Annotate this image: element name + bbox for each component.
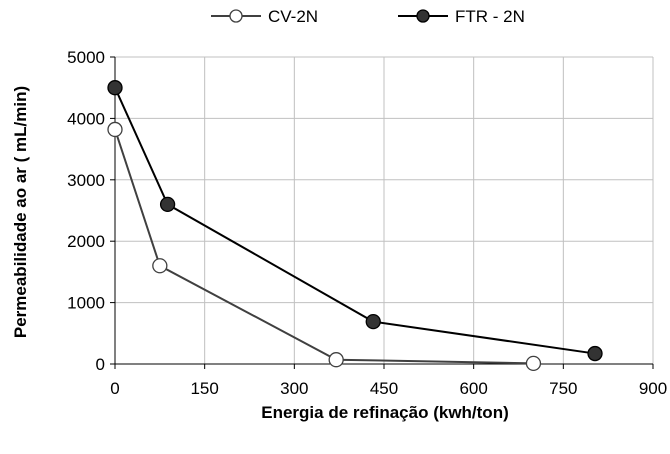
x-tick-label: 450: [370, 379, 398, 398]
legend: CV-2N FTR - 2N: [211, 7, 525, 26]
y-tick-label: 4000: [67, 109, 105, 128]
y-tick-label: 0: [96, 355, 105, 374]
x-tick-label: 900: [639, 379, 667, 398]
x-tick-label: 0: [110, 379, 119, 398]
series-line-2: [114, 87, 596, 355]
data-point-2: [159, 196, 176, 213]
x-tick-label: 300: [280, 379, 308, 398]
y-tick-label: 1000: [67, 294, 105, 313]
data-point-2: [365, 313, 381, 330]
data-point-2: [587, 345, 603, 362]
data-point-1: [525, 355, 542, 372]
x-axis-title: Energia de refinação (kwh/ton): [261, 403, 509, 422]
axes: [110, 56, 654, 369]
y-tick-label: 2000: [67, 232, 105, 251]
y-axis-title: Permeabilidade ao ar ( mL/min): [11, 86, 30, 338]
legend-label-2: FTR - 2N: [455, 7, 525, 26]
data-point-1: [328, 352, 344, 368]
data-point-2: [107, 80, 123, 96]
legend-label-1: CV-2N: [268, 7, 318, 26]
legend-marker-1: [229, 9, 243, 23]
tick-labels: 0 150 300 450 600 750 900 0 1000 2000 3000 4000 5000: [67, 48, 667, 398]
grid: [115, 56, 654, 364]
x-tick-label: 600: [459, 379, 487, 398]
y-tick-label: 3000: [67, 171, 105, 190]
data-point-1: [152, 258, 168, 274]
legend-marker-2: [416, 9, 430, 23]
x-tick-label: 150: [190, 379, 218, 398]
x-tick-label: 750: [549, 379, 577, 398]
data-point-1: [107, 121, 123, 138]
y-tick-label: 5000: [67, 48, 105, 67]
series-line-1: [114, 129, 534, 365]
series-group: [107, 80, 603, 372]
